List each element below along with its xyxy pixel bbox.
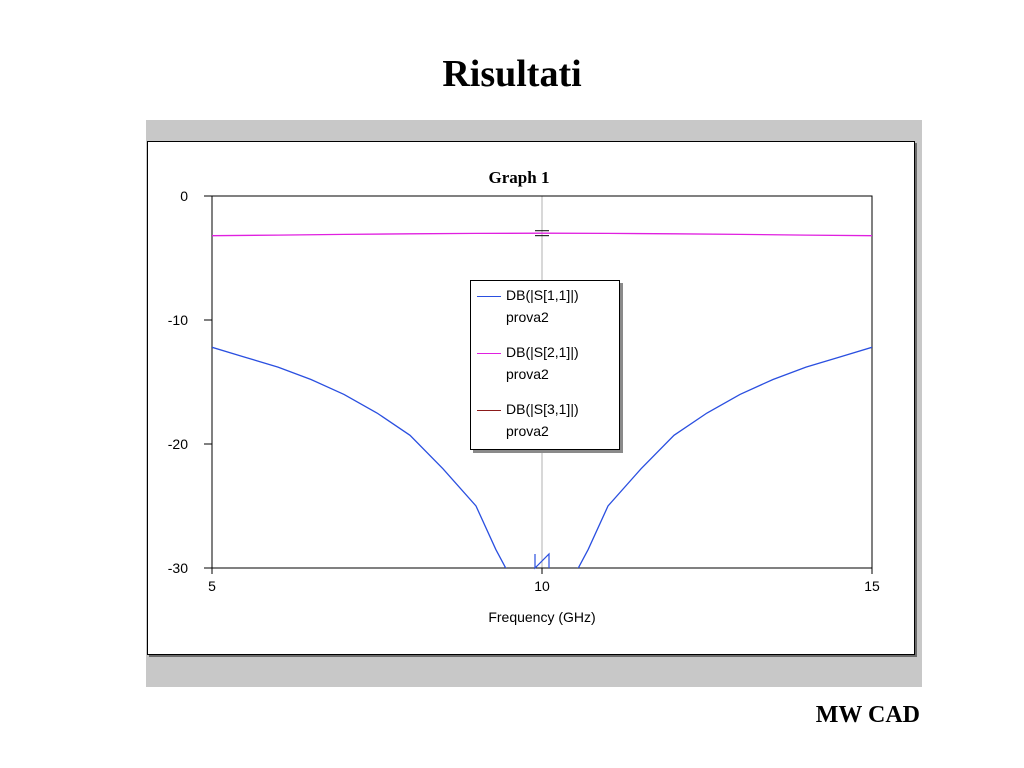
legend-swatch-s11 <box>477 296 501 297</box>
y-tick-label: -20 <box>168 436 188 452</box>
slide-footer: MW CAD <box>815 702 920 728</box>
legend-entry-s11[interactable]: DB(|S[1,1]|) prova2 <box>471 287 619 337</box>
legend-sublabel-s21: prova2 <box>506 366 549 382</box>
x-axis-label: Frequency (GHz) <box>488 609 595 625</box>
legend-swatch-s21 <box>477 353 501 354</box>
legend-label-s11: DB(|S[1,1]|) <box>506 287 579 303</box>
series-line-2 <box>212 232 872 237</box>
marker-s11 <box>534 552 550 570</box>
slide-title: Risultati <box>442 53 582 95</box>
legend-label-s31: DB(|S[3,1]|) <box>506 401 579 417</box>
chart-title: Graph 1 <box>488 168 550 187</box>
y-tick-label: -10 <box>168 312 188 328</box>
chart-plot: 0 -10 -20 -30 5 10 15 Frequency (GHz) <box>168 188 880 625</box>
chart-legend[interactable]: DB(|S[1,1]|) prova2 DB(|S[2,1]|) prova2 … <box>470 280 620 450</box>
legend-swatch-s31 <box>477 410 501 411</box>
y-tick-label: 0 <box>180 188 188 204</box>
legend-label-s21: DB(|S[2,1]|) <box>506 344 579 360</box>
legend-entry-s21[interactable]: DB(|S[2,1]|) prova2 <box>471 344 619 394</box>
series-line-1 <box>212 346 872 568</box>
legend-sublabel-s31: prova2 <box>506 423 549 439</box>
x-tick-label: 5 <box>208 578 216 594</box>
y-tick-label: -30 <box>168 560 188 576</box>
x-tick-label: 15 <box>864 578 880 594</box>
graph-frame: 0 -10 -20 -30 5 10 15 Frequency (GHz) Graph 1 D… <box>147 141 915 655</box>
x-tick-label: 10 <box>534 578 550 594</box>
legend-sublabel-s11: prova2 <box>506 309 549 325</box>
graph-window: 0 -10 -20 -30 5 10 15 Frequency (GHz) Graph 1 D… <box>146 120 922 687</box>
legend-entry-s31[interactable]: DB(|S[3,1]|) prova2 <box>471 401 619 451</box>
